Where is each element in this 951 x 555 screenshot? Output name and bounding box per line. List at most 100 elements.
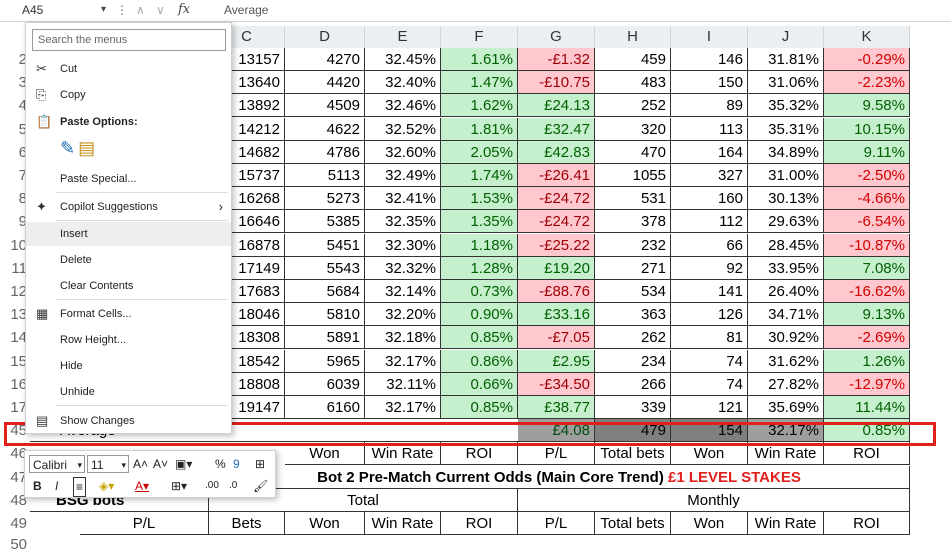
menu-item-delete[interactable]: Delete bbox=[26, 248, 231, 272]
column-header[interactable]: I bbox=[671, 26, 748, 48]
table-cell[interactable]: 339 bbox=[595, 396, 671, 419]
table-cell[interactable]: -12.97% bbox=[824, 372, 910, 396]
table-cell[interactable]: 89 bbox=[671, 94, 748, 118]
table-cell[interactable]: 9.13% bbox=[824, 303, 910, 327]
table-cell[interactable]: 4622 bbox=[285, 117, 365, 141]
table-cell[interactable]: -£1.32 bbox=[518, 48, 595, 71]
table-cell[interactable]: 1.18% bbox=[441, 233, 518, 257]
table-cell[interactable]: 0.66% bbox=[441, 372, 518, 396]
header-cell[interactable]: Won bbox=[671, 442, 748, 466]
table-cell[interactable]: -0.29% bbox=[824, 48, 910, 71]
table-cell[interactable]: 18046 bbox=[209, 303, 285, 327]
column-header[interactable]: G bbox=[518, 26, 595, 48]
group-total[interactable]: Total bbox=[209, 488, 518, 512]
column-header[interactable]: E bbox=[365, 26, 441, 48]
table-cell[interactable]: 26.40% bbox=[748, 280, 824, 303]
more-icon[interactable]: ⋮ bbox=[116, 3, 128, 17]
table-cell[interactable]: 31.00% bbox=[748, 164, 824, 187]
table-cell[interactable]: 1.61% bbox=[441, 48, 518, 71]
table-cell[interactable]: 1.28% bbox=[441, 256, 518, 280]
font-size-select[interactable]: 11 ▾ bbox=[87, 455, 129, 473]
header-cell[interactable]: P/L bbox=[518, 512, 595, 535]
table-cell[interactable]: 5385 bbox=[285, 210, 365, 234]
table-cell[interactable]: 1.62% bbox=[441, 94, 518, 118]
table-cell[interactable]: -4.66% bbox=[824, 187, 910, 211]
row-header[interactable]: 13 bbox=[0, 303, 30, 327]
decrease-font-icon[interactable]: A˅ bbox=[153, 457, 169, 471]
increase-decimal-icon[interactable]: .00 bbox=[205, 480, 219, 491]
table-cell[interactable]: 4786 bbox=[285, 140, 365, 164]
table-cell[interactable]: -6.54% bbox=[824, 210, 910, 234]
row-header[interactable]: 5 bbox=[0, 117, 30, 141]
group-monthly[interactable]: Monthly bbox=[518, 488, 910, 512]
table-cell[interactable]: 234 bbox=[595, 349, 671, 373]
comma-style-icon[interactable]: 9 bbox=[233, 457, 240, 471]
table-cell[interactable]: 81 bbox=[671, 326, 748, 350]
table-cell[interactable]: 31.06% bbox=[748, 71, 824, 95]
row-header[interactable]: 46 bbox=[0, 442, 30, 466]
header-cell[interactable]: Win Rate bbox=[748, 442, 824, 466]
row-header[interactable]: 10 bbox=[0, 233, 30, 257]
decrease-decimal-icon[interactable]: .0 bbox=[229, 480, 238, 491]
menu-item-paste-special[interactable]: Paste Special... bbox=[26, 167, 231, 191]
table-cell[interactable]: 1.35% bbox=[441, 210, 518, 234]
font-name-select[interactable]: Calibri ▾ bbox=[29, 455, 85, 473]
row-header[interactable]: 2 bbox=[0, 48, 30, 71]
table-cell[interactable]: 483 bbox=[595, 71, 671, 95]
table-cell[interactable]: 27.82% bbox=[748, 372, 824, 396]
table-cell[interactable]: 164 bbox=[671, 140, 748, 164]
table-cell[interactable]: 17683 bbox=[209, 280, 285, 303]
table-cell[interactable]: 18308 bbox=[209, 326, 285, 350]
header-cell[interactable]: Won bbox=[671, 512, 748, 535]
table-cell[interactable]: 5891 bbox=[285, 326, 365, 350]
table-cell[interactable]: £42.83 bbox=[518, 140, 595, 164]
table-cell[interactable]: 34.89% bbox=[748, 140, 824, 164]
header-cell[interactable]: P/L bbox=[518, 442, 595, 466]
table-cell[interactable]: 11.44% bbox=[824, 396, 910, 419]
row-header[interactable]: 16 bbox=[0, 372, 30, 396]
paste-format-icon[interactable]: ✎ bbox=[60, 138, 76, 158]
header-cell[interactable]: Total bets bbox=[595, 442, 671, 466]
header-cell[interactable]: Win Rate bbox=[365, 512, 441, 535]
table-cell[interactable]: 5965 bbox=[285, 349, 365, 373]
table-cell[interactable]: 35.69% bbox=[748, 396, 824, 419]
table-cell[interactable]: 5810 bbox=[285, 303, 365, 327]
table-cell[interactable]: 470 bbox=[595, 140, 671, 164]
table-cell[interactable]: 150 bbox=[671, 71, 748, 95]
table-cell[interactable]: 31.81% bbox=[748, 48, 824, 71]
table-cell[interactable]: 5273 bbox=[285, 187, 365, 211]
table-cell[interactable]: 32.60% bbox=[365, 140, 441, 164]
table-cell[interactable]: -£24.72 bbox=[518, 187, 595, 211]
header-cell[interactable]: P/L bbox=[80, 512, 209, 535]
table-cell[interactable]: 32.49% bbox=[365, 164, 441, 187]
table-cell[interactable]: 534 bbox=[595, 280, 671, 303]
table-cell[interactable]: 13157 bbox=[209, 48, 285, 71]
table-cell[interactable]: 18808 bbox=[209, 372, 285, 396]
menu-item-hide[interactable]: Hide bbox=[26, 354, 231, 378]
table-cell[interactable]: -2.50% bbox=[824, 164, 910, 187]
table-cell[interactable]: 4509 bbox=[285, 94, 365, 118]
table-cell[interactable]: 32.20% bbox=[365, 303, 441, 327]
table-cell[interactable]: 112 bbox=[671, 210, 748, 234]
table-cell[interactable]: 32.14% bbox=[365, 280, 441, 303]
table-cell[interactable]: 17149 bbox=[209, 256, 285, 280]
italic-icon[interactable]: I bbox=[55, 479, 59, 493]
table-cell[interactable]: -£26.41 bbox=[518, 164, 595, 187]
table-cell[interactable]: 14212 bbox=[209, 117, 285, 141]
header-cell[interactable]: Won bbox=[285, 442, 365, 466]
align-center-icon[interactable]: ≡ bbox=[73, 477, 87, 497]
menu-item-row-height[interactable]: Row Height... bbox=[26, 328, 231, 352]
header-cell[interactable]: Bets bbox=[209, 512, 285, 535]
table-cell[interactable]: 32.32% bbox=[365, 256, 441, 280]
sheet-title[interactable]: Bot 2 Pre-Match Current Odds (Main Core … bbox=[209, 465, 910, 489]
table-cell[interactable]: 271 bbox=[595, 256, 671, 280]
table-cell[interactable]: -2.23% bbox=[824, 71, 910, 95]
table-cell[interactable]: -10.87% bbox=[824, 233, 910, 257]
table-cell[interactable]: 5684 bbox=[285, 280, 365, 303]
table-cell[interactable]: 0.85% bbox=[441, 396, 518, 419]
menu-item-cut[interactable]: ✂ Cut bbox=[26, 57, 231, 81]
increase-font-icon[interactable]: A˄ bbox=[133, 457, 149, 471]
table-cell[interactable]: -£7.05 bbox=[518, 326, 595, 350]
table-cell[interactable]: 15737 bbox=[209, 164, 285, 187]
header-cell[interactable]: Win Rate bbox=[748, 512, 824, 535]
